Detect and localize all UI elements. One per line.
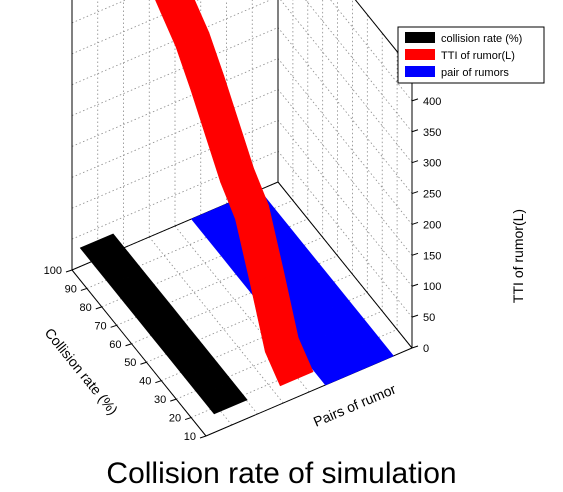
gridline-side-z [71,58,279,147]
chart-caption: Collision rate of simulation [106,457,457,490]
z-tick-label: 100 [423,281,441,293]
axis-edge [71,269,207,437]
x-tick-mark [140,361,147,365]
legend-label: TTI of rumor(L) [441,50,515,62]
axis-edge [277,181,413,349]
series-2 [191,189,394,386]
x-tick-mark [95,306,102,310]
z-tick-label: 300 [423,158,441,170]
gridline-back-z [354,0,413,71]
series-0 [79,233,248,415]
z-tick-mark [411,129,419,133]
z-tick-label: 150 [423,250,441,262]
x-tick-label: 30 [154,394,166,406]
x-tick-mark [199,435,207,439]
z-axis-title: TTI of rumor(L) [510,209,526,303]
gridline-back-z [330,0,413,102]
gridline-back-z [277,27,413,194]
gridline-back-z [305,0,413,133]
x-tick-label: 90 [65,283,77,295]
x-tick-label: 80 [80,302,92,314]
gridline-side-z [71,27,279,116]
series-bars [79,0,394,415]
gridline-side-z [71,0,127,24]
z-tick-label: 0 [423,343,429,355]
axis-edge [354,0,413,71]
z-tick-mark [411,191,419,195]
x-tick-label: 40 [139,376,151,388]
x-tick-mark [155,380,162,384]
x-tick-label: 100 [44,265,62,277]
ribbon-segment [264,337,314,387]
z-tick-mark [411,345,419,349]
gridline-back-z [280,0,413,163]
series-1 [155,0,314,387]
gridline-side-z [71,150,279,240]
z-tick-mark [411,314,419,318]
axes-frame [65,0,419,439]
ribbon-segment [199,381,248,415]
legend: collision rate (%) TTI of rumor(L) pair of… [397,26,545,84]
x-tick-label: 10 [184,431,196,443]
x-tick-label: 50 [124,357,136,369]
legend-label: pair of rumors [441,67,509,79]
x-tick-mark [110,324,117,328]
x-tick-label: 70 [94,320,106,332]
legend-swatch [405,32,435,43]
z-tick-mark [411,252,419,256]
y-axis-title: Pairs of rumor [311,381,398,430]
x-tick-mark [65,269,73,273]
x-tick-mark [125,343,132,347]
z-tick-mark [411,98,419,102]
gridline-side-z [71,119,279,209]
x-tick-mark [80,287,88,291]
legend-swatch [405,66,435,77]
ribbon-segment [310,337,394,386]
x-tick-label: 60 [109,339,121,351]
gridline-back-z [277,89,413,256]
z-tick-label: 200 [423,219,441,231]
x-tick-mark [170,398,177,402]
z-tick-label: 250 [423,189,441,201]
z-tick-mark [411,221,419,225]
z-tick-label: 50 [423,312,435,324]
x-tick-mark [184,417,192,421]
z-tick-mark [411,160,419,164]
x-tick-label: 20 [169,413,181,425]
legend-swatch [405,49,435,60]
legend-label: collision rate (%) [441,33,522,45]
z-tick-mark [411,283,419,287]
z-tick-label: 350 [423,127,441,139]
z-tick-label: 400 [423,96,441,108]
gridline-back-z [277,58,413,225]
